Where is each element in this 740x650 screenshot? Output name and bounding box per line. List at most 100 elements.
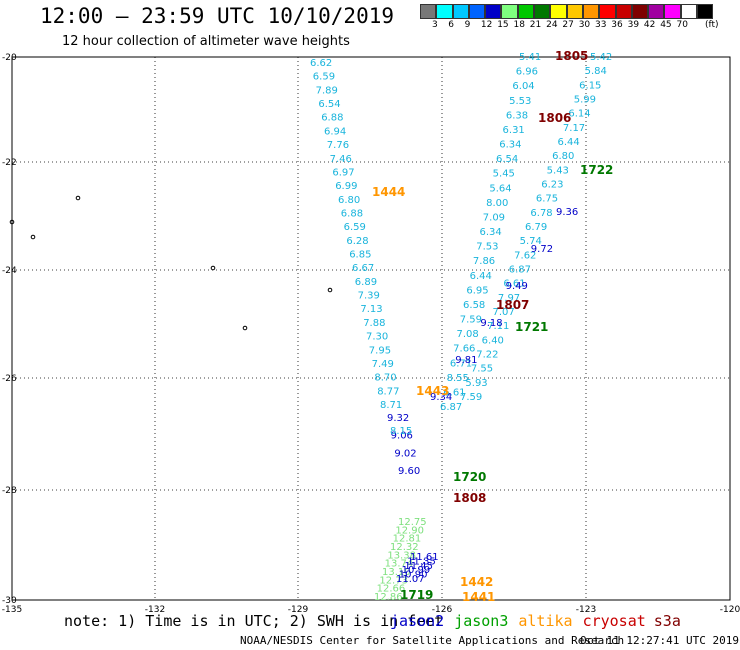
swh-value: 11.07 (396, 574, 425, 585)
swh-value: 12.73 (379, 575, 408, 586)
swh-value: 5.41 (519, 52, 541, 63)
swh-value: 6.58 (463, 300, 485, 311)
swh-value: 5.99 (574, 95, 596, 106)
swh-value: 12.75 (398, 517, 427, 528)
swh-value: 6.87 (509, 265, 531, 276)
swh-value: 6.80 (552, 151, 574, 162)
swh-value: 9.18 (480, 318, 502, 329)
satellite-altika: altika (518, 612, 573, 630)
swh-value: 5.53 (509, 96, 531, 107)
swh-value: 7.17 (563, 123, 585, 134)
time-label: 1441 (462, 590, 495, 604)
swh-value: 6.67 (352, 263, 374, 274)
swh-value: 6.88 (321, 113, 343, 124)
legend-unit: (ft) (705, 20, 719, 30)
lon-tick-label: -123 (576, 605, 596, 615)
legend-label: 18 (513, 20, 525, 30)
swh-value: 12.81 (393, 534, 422, 545)
legend-swatch (631, 4, 649, 19)
swh-value: 7.08 (456, 329, 478, 340)
legend-swatch (648, 4, 665, 19)
swh-value: 12.86 (374, 592, 403, 603)
time-label: 1443 (416, 384, 449, 398)
legend-label: 45 (660, 20, 672, 30)
swh-value: 7.49 (372, 359, 394, 370)
swh-value: 7.86 (473, 256, 495, 267)
legend-labels: 3 6 9 12 15 18 21 24 27 30 33 36 39 42 45 70 (ft) (420, 19, 740, 31)
legend-swatch (485, 4, 502, 19)
swh-value: 7.46 (330, 154, 352, 165)
page-title: 12:00 – 23:59 UTC 10/10/2019 (40, 4, 395, 28)
swh-value: 6.44 (558, 137, 580, 148)
legend-label: 36 (611, 20, 623, 30)
time-label: 1722 (580, 163, 613, 177)
swh-value: 13.10 (382, 567, 411, 578)
swh-value: 6.71 (450, 358, 472, 369)
footer-source: NOAA/NESDIS Center for Satellite Applica… (240, 634, 625, 647)
legend-swatch (697, 4, 714, 19)
swh-value: 6.14 (568, 109, 590, 120)
legend-label: 6 (448, 20, 455, 30)
swh-value: 7.62 (514, 250, 536, 261)
lat-tick-label: -20 (2, 53, 17, 63)
color-legend: 3 6 9 12 15 18 21 24 27 30 33 36 39 42 45 70 (ft) (420, 4, 740, 31)
legend-swatch (468, 4, 486, 19)
legend-label: 42 (643, 20, 656, 30)
lat-tick-label: -26 (2, 374, 17, 384)
lon-tick-label: -129 (288, 605, 309, 615)
swh-value: 6.99 (335, 181, 357, 192)
swh-value: 6.23 (541, 180, 563, 191)
legend-swatch (452, 4, 469, 19)
swh-value: 8.00 (486, 198, 508, 209)
lat-tick-label: -30 (2, 596, 17, 606)
lon-tick-label: -135 (2, 605, 22, 615)
swh-value: 7.66 (453, 344, 475, 355)
legend-label: 39 (627, 20, 640, 30)
legend-label: 15 (497, 20, 509, 30)
map-frame (11, 56, 731, 601)
swh-value: 12.90 (395, 525, 424, 536)
legend-label: 21 (529, 20, 542, 30)
legend-swatch (550, 4, 567, 19)
legend-label: 9 (464, 20, 471, 30)
swh-value: 6.80 (338, 195, 360, 206)
swh-value: 6.85 (349, 250, 371, 261)
swh-value: 9.34 (430, 392, 452, 403)
swh-value: 7.30 (366, 332, 388, 343)
time-label: 1442 (460, 575, 493, 589)
legend-swatch (501, 4, 518, 19)
swh-value: 7.07 (493, 307, 515, 318)
swh-value: 12.66 (377, 584, 406, 595)
time-label: 1808 (453, 491, 486, 505)
swh-value: 8.71 (380, 400, 402, 411)
swh-value: 6.04 (512, 81, 534, 92)
legend-label: 30 (578, 20, 591, 30)
legend-label: 70 (676, 20, 688, 30)
swh-value: 5.45 (493, 169, 515, 180)
legend-label: 24 (546, 20, 558, 30)
page-subtitle: 12 hour collection of altimeter wave hei… (62, 34, 350, 49)
legend-swatch (615, 4, 632, 19)
time-label: 1805 (555, 49, 588, 63)
lon-tick-label: -132 (145, 605, 165, 615)
swh-value: 9.72 (531, 244, 553, 255)
time-label: 1807 (496, 298, 529, 312)
lat-tick-label: -24 (2, 266, 17, 276)
swh-value: 6.94 (324, 126, 346, 137)
swh-value: 9.49 (506, 281, 528, 292)
swh-value: 6.54 (496, 154, 518, 165)
island-outline (242, 325, 248, 331)
swh-value: 6.79 (525, 222, 547, 233)
swh-value: 7.59 (460, 392, 482, 403)
swh-value: 5.93 (465, 378, 487, 389)
swh-value: 6.54 (318, 99, 340, 110)
island-outline (30, 234, 36, 240)
footer-timestamp: Oct 11 12:27:41 UTC 2019 (580, 634, 739, 647)
legend-swatch (436, 4, 453, 19)
swh-value: 7.55 (471, 364, 493, 375)
legend-swatch (599, 4, 616, 19)
legend-label: 27 (562, 20, 574, 30)
swh-value: 8.55 (447, 373, 469, 384)
swh-value: 9.36 (556, 207, 578, 218)
